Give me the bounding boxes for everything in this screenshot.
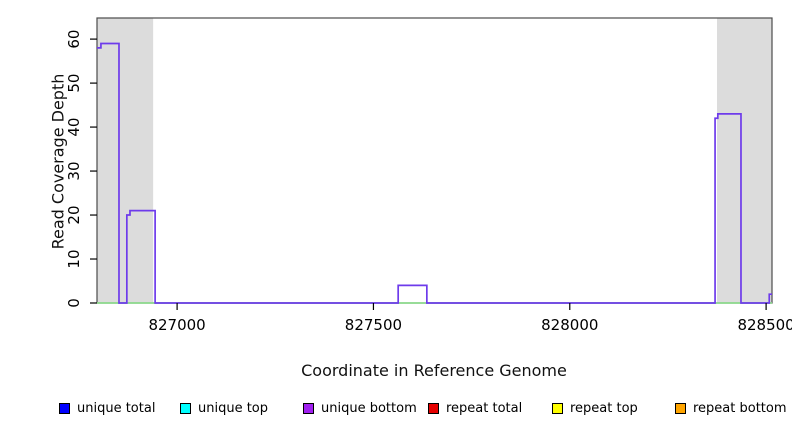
legend-item-unique-total: unique total <box>59 398 155 418</box>
legend: unique total unique top unique bottom repea… <box>0 398 792 424</box>
repeat-region-shading <box>97 18 154 303</box>
x-axis-title: Coordinate in Reference Genome <box>301 361 567 380</box>
legend-swatch-icon <box>180 402 191 414</box>
y-axis-tick-label: 50 <box>65 74 83 93</box>
legend-item-repeat-top: repeat top <box>552 398 638 418</box>
y-axis-tick-label: 60 <box>65 30 83 49</box>
legend-swatch-icon <box>59 402 70 414</box>
legend-item-repeat-total: repeat total <box>428 398 522 418</box>
legend-label: unique bottom <box>321 400 417 416</box>
y-axis-tick-label: 10 <box>65 249 83 268</box>
legend-swatch-icon <box>675 402 686 414</box>
legend-label: repeat bottom <box>693 400 787 416</box>
legend-item-unique-top: unique top <box>180 398 268 418</box>
legend-label: repeat top <box>570 400 638 416</box>
x-axis-tick-label: 827500 <box>345 316 402 334</box>
y-axis-tick-label: 40 <box>65 118 83 137</box>
repeat-region-shading <box>717 18 772 303</box>
legend-item-unique-bottom: unique bottom <box>303 398 417 418</box>
legend-item-repeat-bottom: repeat bottom <box>675 398 787 418</box>
plot-box <box>96 17 773 304</box>
y-axis-tick-label: 20 <box>65 205 83 224</box>
legend-swatch-icon <box>303 402 314 414</box>
x-axis-tick-label: 827000 <box>148 316 205 334</box>
legend-label: unique top <box>198 400 269 416</box>
legend-label: unique total <box>77 400 156 416</box>
y-axis-title: Read Coverage Depth <box>48 73 68 250</box>
legend-swatch-icon <box>428 402 439 414</box>
legend-swatch-icon <box>552 402 563 414</box>
legend-label: repeat total <box>446 400 523 416</box>
y-axis-tick-label: 0 <box>65 298 83 308</box>
y-axis-tick-label: 30 <box>65 162 83 181</box>
series-coverage-step-purple <box>97 42 772 304</box>
x-axis-tick-label: 828000 <box>541 316 598 334</box>
x-axis-tick-label: 828500 <box>737 316 792 334</box>
